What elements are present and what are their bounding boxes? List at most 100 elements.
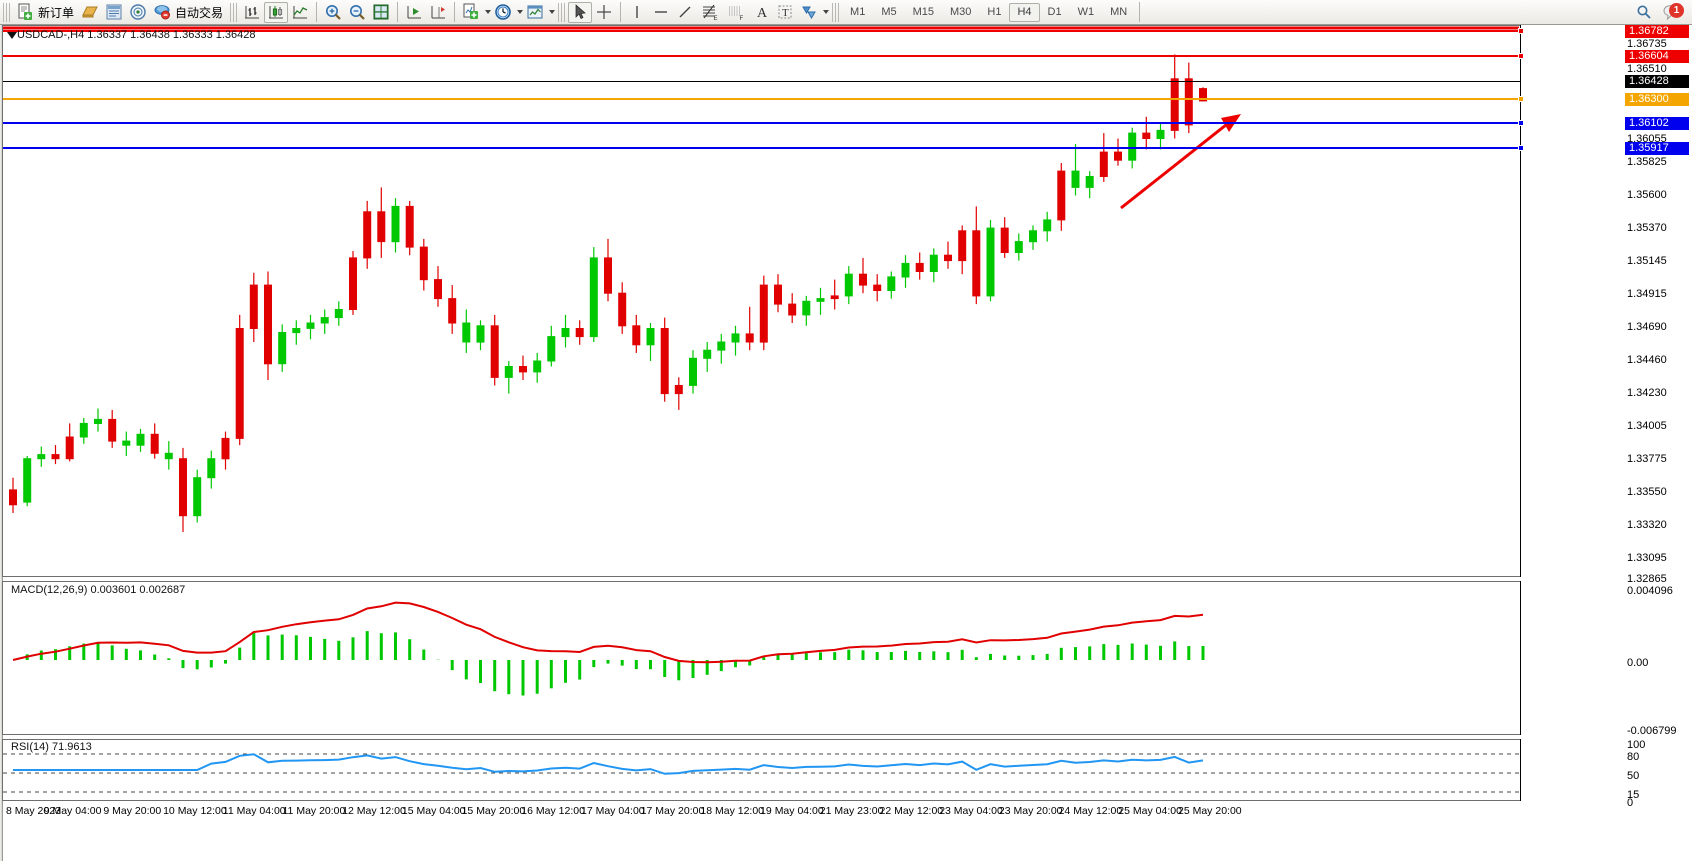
time-axis-label: 11 May 04:00 xyxy=(222,805,286,817)
toolbar-grip[interactable] xyxy=(3,2,10,22)
price-label-entry[interactable]: 1.36300 xyxy=(1625,93,1689,106)
crosshair-icon[interactable] xyxy=(592,2,616,23)
horizontal-line-icon[interactable] xyxy=(649,2,673,23)
periods-clock-icon[interactable] xyxy=(491,2,515,23)
trendline-icon[interactable] xyxy=(673,2,697,23)
time-axis-label: 17 May 04:00 xyxy=(581,805,645,817)
templates-dropdown-caret[interactable] xyxy=(549,10,556,14)
time-axis-label: 25 May 20:00 xyxy=(1178,805,1242,817)
rsi-tick-0: 0 xyxy=(1627,797,1634,809)
vertical-line-icon[interactable] xyxy=(625,2,649,23)
time-axis-label: 9 May 04:00 xyxy=(43,805,102,817)
time-axis-label: 11 May 20:00 xyxy=(282,805,346,817)
price-tick-15: 1.32865 xyxy=(1627,573,1667,585)
market-watch-icon[interactable] xyxy=(102,2,126,23)
main-toolbar: 新订单 xyxy=(0,0,1692,25)
chart-shift-icon[interactable] xyxy=(426,2,450,23)
timeframe-m5[interactable]: M5 xyxy=(881,6,897,18)
macd-tick-bottom: -0.006799 xyxy=(1627,725,1677,737)
price-tick-9: 1.34230 xyxy=(1627,387,1667,399)
autotrading-label[interactable]: 自动交易 xyxy=(175,5,224,20)
profile-icon[interactable] xyxy=(78,2,102,23)
rsi-tick-80: 80 xyxy=(1627,751,1640,763)
time-axis-label: 16 May 12:00 xyxy=(521,805,585,817)
timeframe-m15[interactable]: M15 xyxy=(912,6,934,18)
line-chart-icon[interactable] xyxy=(288,2,312,23)
macd-label: MACD(12,26,9) 0.003601 0.002687 xyxy=(11,584,186,596)
zoom-in-icon[interactable] xyxy=(321,2,345,23)
timeframe-h1[interactable]: H1 xyxy=(987,6,1002,18)
equidistant-channel-icon[interactable]: F xyxy=(723,2,749,23)
indicators-dropdown-caret[interactable] xyxy=(485,10,492,14)
new-order-label[interactable]: 新订单 xyxy=(38,5,75,20)
price-label-resistance-2[interactable]: 1.36782 xyxy=(1625,25,1689,38)
search-icon[interactable] xyxy=(1632,2,1656,23)
svg-text:F: F xyxy=(740,16,744,21)
objects-icon[interactable] xyxy=(797,2,821,23)
chart-area[interactable]: USDCAD-,H4 1.36337 1.36438 1.36333 1.364… xyxy=(0,25,1692,861)
timeframe-d1[interactable]: D1 xyxy=(1047,6,1062,18)
time-axis-label: 23 May 04:00 xyxy=(939,805,1003,817)
auto-scroll-icon[interactable] xyxy=(402,2,426,23)
svg-text:A: A xyxy=(757,6,768,21)
tile-windows-icon[interactable] xyxy=(369,2,393,23)
macd-pane[interactable]: MACD(12,26,9) 0.003601 0.002687 xyxy=(2,581,1520,735)
objects-dropdown-caret[interactable] xyxy=(823,10,830,14)
text-icon[interactable]: A xyxy=(749,2,773,23)
alerts-icon[interactable]: 1 xyxy=(1656,2,1686,23)
periods-dropdown-caret[interactable] xyxy=(517,10,524,14)
rsi-tick-50: 50 xyxy=(1627,770,1640,782)
toolbar-grip-2[interactable] xyxy=(230,2,238,22)
price-tick-3: 1.35600 xyxy=(1627,189,1667,201)
price-line-entry[interactable] xyxy=(3,96,1524,102)
rsi-tick-100: 100 xyxy=(1627,739,1646,751)
price-tick-11: 1.33775 xyxy=(1627,453,1667,465)
timeframe-mn[interactable]: MN xyxy=(1110,6,1128,18)
indicators-icon[interactable] xyxy=(459,2,483,23)
price-tick-14: 1.33095 xyxy=(1627,552,1667,564)
time-axis-label: 25 May 04:00 xyxy=(1118,805,1182,817)
macd-tick-zero: 0.00 xyxy=(1627,657,1649,669)
autotrading-icon[interactable] xyxy=(150,2,174,23)
zoom-out-icon[interactable] xyxy=(345,2,369,23)
templates-icon[interactable] xyxy=(523,2,547,23)
time-axis-label: 22 May 12:00 xyxy=(879,805,944,817)
time-axis: 8 May 2023 9 May 04:00 9 May 20:00 10 May 1… xyxy=(0,803,1692,823)
candlestick-chart-icon[interactable] xyxy=(264,1,289,23)
text-label-icon[interactable]: T xyxy=(773,2,797,23)
price-label-current[interactable]: 1.36428 xyxy=(1625,75,1689,88)
time-axis-label: 12 May 12:00 xyxy=(342,805,406,817)
price-tick-5: 1.35145 xyxy=(1627,255,1667,267)
time-axis-label: 19 May 04:00 xyxy=(760,805,824,817)
timeframe-h4[interactable]: H4 xyxy=(1009,2,1040,22)
rsi-label: RSI(14) 71.9613 xyxy=(11,741,92,753)
time-axis-label: 18 May 12:00 xyxy=(700,805,765,817)
navigator-icon[interactable] xyxy=(126,2,150,23)
rsi-tick-15: 15 xyxy=(1627,789,1640,801)
price-line-current[interactable] xyxy=(3,81,1520,82)
price-label-resistance-1[interactable]: 1.36604 xyxy=(1625,50,1689,63)
timeframe-m30[interactable]: M30 xyxy=(950,6,972,18)
price-label-support-2[interactable]: 1.35917 xyxy=(1625,142,1689,155)
price-axis[interactable]: 1.36735 1.36510 1.36055 1.35825 1.35600 … xyxy=(0,25,1692,861)
time-axis-label: 15 May 20:00 xyxy=(461,805,526,817)
time-axis-label: 23 May 20:00 xyxy=(998,805,1063,817)
toolbar-grip-4[interactable] xyxy=(832,2,840,22)
svg-text:E: E xyxy=(714,16,718,21)
cursor-icon[interactable] xyxy=(568,1,593,23)
price-label-support-1[interactable]: 1.36102 xyxy=(1625,117,1689,130)
timeframe-m1[interactable]: M1 xyxy=(850,6,866,18)
price-line-resistance-2[interactable] xyxy=(3,28,1524,34)
time-axis-label: 24 May 12:00 xyxy=(1058,805,1123,817)
bar-chart-icon[interactable] xyxy=(240,2,264,23)
price-line-resistance-1[interactable] xyxy=(3,53,1524,59)
new-order-icon[interactable] xyxy=(13,2,37,23)
time-axis-label: 10 May 12:00 xyxy=(163,805,227,817)
time-axis-label: 8 May 2023 xyxy=(6,805,61,817)
fibonacci-icon[interactable]: E xyxy=(697,2,723,23)
time-axis-label: 21 May 23:00 xyxy=(819,805,884,817)
price-line-support-2[interactable] xyxy=(3,145,1524,151)
price-line-support-1[interactable] xyxy=(3,120,1524,126)
toolbar-grip-3[interactable] xyxy=(558,2,566,22)
timeframe-w1[interactable]: W1 xyxy=(1077,6,1095,18)
